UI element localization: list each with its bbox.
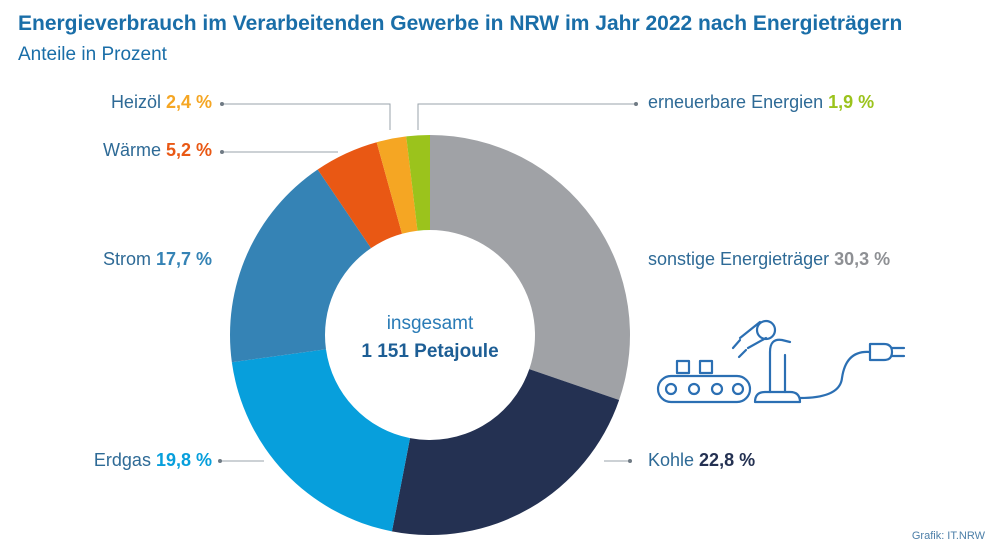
slice-label-name-3: Strom: [103, 249, 156, 269]
leader-dot-1: [628, 459, 632, 463]
slice-label-value-2: 19,8 %: [156, 450, 212, 470]
donut-slice-1: [391, 369, 620, 535]
slice-label-value-0: 30,3 %: [834, 249, 890, 269]
slice-label-0: sonstige Energieträger 30,3 %: [648, 249, 890, 269]
slice-label-6: erneuerbare Energien 1,9 %: [648, 92, 874, 112]
leader-dot-6: [634, 102, 638, 106]
slice-label-2: Erdgas 19,8 %: [94, 450, 212, 470]
donut-slice-2: [231, 349, 411, 532]
chart-title: Energieverbrauch im Verarbeitenden Gewer…: [18, 12, 903, 35]
slice-label-value-1: 22,8 %: [699, 450, 755, 470]
leader-dot-5: [220, 102, 224, 106]
center-label: insgesamt: [387, 313, 474, 334]
donut-slice-5: [376, 136, 418, 234]
chart-subtitle: Anteile in Prozent: [18, 44, 167, 65]
slice-label-1: Kohle 22,8 %: [648, 450, 755, 470]
slice-label-name-6: erneuerbare Energien: [648, 92, 828, 112]
slice-label-name-2: Erdgas: [94, 450, 156, 470]
donut-slice-6: [406, 135, 430, 231]
slice-label-3: Strom 17,7 %: [103, 249, 212, 269]
slice-label-4: Wärme 5,2 %: [103, 140, 212, 160]
slice-label-name-4: Wärme: [103, 140, 166, 160]
leader-dot-4: [220, 150, 224, 154]
slice-label-value-5: 2,4 %: [166, 92, 212, 112]
donut-slice-0: [430, 135, 630, 401]
leader-dot-2: [218, 459, 222, 463]
slice-label-value-4: 5,2 %: [166, 140, 212, 160]
donut-slice-3: [230, 169, 372, 363]
leader-line-5: [222, 103, 391, 130]
slice-label-name-1: Kohle: [648, 450, 699, 470]
slice-label-value-6: 1,9 %: [828, 92, 874, 112]
slice-label-name-0: sonstige Energieträger: [648, 249, 834, 269]
industrial-robot-conveyor-plug-icon: [656, 319, 906, 404]
leader-line-6: [417, 103, 636, 130]
slice-label-name-5: Heizöl: [111, 92, 166, 112]
center-value: 1 151 Petajoule: [361, 341, 498, 362]
slice-label-value-3: 17,7 %: [156, 249, 212, 269]
source-credit: Grafik: IT.NRW: [911, 530, 985, 542]
donut-slice-4: [317, 142, 403, 249]
slice-label-5: Heizöl 2,4 %: [111, 92, 212, 112]
